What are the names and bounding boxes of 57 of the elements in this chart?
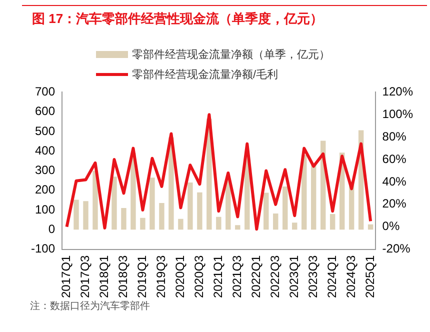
bar <box>74 200 79 230</box>
x-tick-label: 2018Q3 <box>116 254 130 298</box>
bar <box>235 225 240 230</box>
y2-tick-label: 80% <box>382 129 407 144</box>
y-tick-label: 500 <box>34 124 56 138</box>
y2-tick-label: 0% <box>382 219 400 234</box>
bar <box>83 201 88 230</box>
bar <box>112 176 117 230</box>
x-tick-label: 2020Q1 <box>173 254 187 298</box>
y2-tick-label: 100% <box>382 106 414 121</box>
x-tick-label: 2021Q1 <box>210 254 225 298</box>
x-tick-label: 2019Q1 <box>135 254 150 298</box>
x-tick-label: 2018Q1 <box>97 254 112 298</box>
y-tick-label: 600 <box>34 104 56 118</box>
y-tick-label: 300 <box>34 163 56 178</box>
bar <box>140 218 146 230</box>
x-tick-label: 2017Q1 <box>59 254 74 298</box>
bar <box>121 208 126 230</box>
bar <box>178 218 184 230</box>
bar <box>282 186 288 230</box>
y-tick-label: 100 <box>34 202 56 216</box>
x-tick-label: 2020Q3 <box>192 254 206 298</box>
bar <box>197 192 202 230</box>
y-tick-label: -100 <box>30 242 56 256</box>
y-tick-label: 0 <box>48 222 56 236</box>
x-tick-label: 2022Q3 <box>268 254 282 298</box>
x-tick-label: 2025Q1 <box>362 254 377 298</box>
y2-tick-label: 60% <box>382 152 407 166</box>
bar <box>150 178 155 230</box>
x-tick-label: 2019Q3 <box>154 254 168 298</box>
y2-tick-label: -20% <box>382 242 411 256</box>
x-tick-label: 2017Q3 <box>78 254 92 298</box>
y-tick-label: 200 <box>34 182 56 197</box>
bar <box>330 214 336 230</box>
bar <box>159 202 164 230</box>
y-tick-label: 400 <box>34 143 56 158</box>
bar <box>292 222 298 230</box>
x-tick-label: 2022Q1 <box>248 254 263 298</box>
chart-title: 图 17：汽车零部件经营性现金流（单季度，亿元） <box>32 10 324 28</box>
bar <box>273 214 278 230</box>
x-tick-label: 2023Q1 <box>286 254 301 298</box>
bar <box>368 224 374 230</box>
y2-tick-label: 40% <box>382 174 407 188</box>
y-tick-label: 700 <box>34 84 56 99</box>
y2-tick-label: 20% <box>382 196 407 211</box>
x-tick-label: 2023Q3 <box>306 254 320 298</box>
bar <box>310 164 316 230</box>
x-tick-label: 2024Q1 <box>324 254 339 298</box>
x-tick-label: 2021Q3 <box>230 254 244 298</box>
y2-tick-label: 120% <box>382 84 414 99</box>
bar <box>188 182 193 230</box>
legend-label: 零部件经营现金流量净额/毛利 <box>132 68 278 82</box>
legend-label: 零部件经营现金流量净额（单季，亿元） <box>132 48 330 62</box>
text: 注：数据口径为汽车零部件 <box>30 300 150 314</box>
bar <box>216 216 222 230</box>
x-tick-label: 2024Q3 <box>344 254 358 298</box>
bar <box>264 192 269 230</box>
